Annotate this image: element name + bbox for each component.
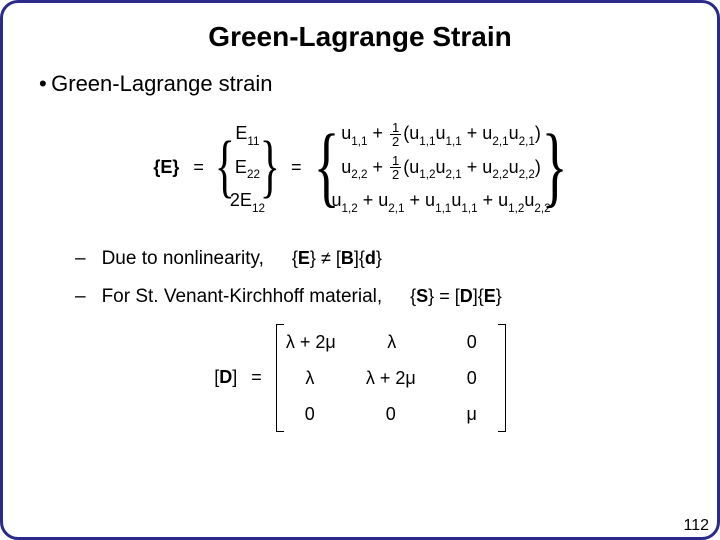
lhs-row: E11 (235, 117, 259, 151)
sub-bullet-venant-kirchhoff: – For St. Venant-Kirchhoff material, {S}… (33, 286, 687, 308)
d-matrix-equation: [D] = λ + 2μ λ 0 λ λ + 2μ 0 0 0 μ (33, 324, 687, 432)
lhs-row: E22 (235, 151, 260, 185)
page-number: 112 (683, 517, 709, 535)
bullet-main: • Green-Lagrange strain (33, 71, 687, 97)
brace-right-icon: } (542, 117, 568, 218)
strain-definition-equation: {E} = { E11 E22 2E12 } = { u1,1 + 12(u1,… (33, 117, 687, 218)
lhs-column-vector: { E11 E22 2E12 } (218, 117, 277, 218)
rhs-row: u2,2 + 12(u1,2u2,1 + u2,2u2,2) (341, 151, 541, 185)
matrix-row: 0 0 μ (286, 396, 496, 432)
matrix-row: λ λ + 2μ 0 (286, 360, 496, 396)
slide-frame: Green-Lagrange Strain • Green-Lagrange s… (0, 0, 720, 540)
brace-right-icon: } (260, 117, 280, 218)
rhs-row: u1,1 + 12(u1,1u1,1 + u2,1u2,1) (341, 117, 541, 151)
sub-bullet-text: Due to nonlinearity, (102, 248, 264, 270)
brace-left-icon: { (215, 117, 235, 218)
sub-bullet-nonlinearity: – Due to nonlinearity, {E} ≠ [B]{d} (33, 248, 687, 270)
d-matrix: λ + 2μ λ 0 λ λ + 2μ 0 0 0 μ (276, 324, 506, 432)
equals-2: = (277, 157, 316, 178)
expr-E-neq-Bd: {E} ≠ [B]{d} (292, 248, 382, 269)
bracket-left-icon (276, 324, 284, 432)
rhs-column-vector: { u1,1 + 12(u1,1u1,1 + u2,1u2,1) u2,2 + … (315, 117, 566, 218)
bracket-right-icon (498, 324, 506, 432)
lhs-E-symbol: {E} (153, 157, 179, 178)
d-matrix-label: [D] (214, 367, 237, 388)
matrix-row: λ + 2μ λ 0 (286, 324, 496, 360)
sub-bullet-text: For St. Venant-Kirchhoff material, (102, 286, 383, 308)
bullet-main-text: Green-Lagrange strain (51, 71, 272, 96)
slide-title: Green-Lagrange Strain (33, 21, 687, 53)
expr-S-eq-DE: {S} = [D]{E} (410, 286, 502, 307)
equals-1: = (179, 157, 218, 178)
brace-left-icon: { (314, 117, 340, 218)
rhs-row: u1,2 + u2,1 + u1,1u1,1 + u1,2u2,2 (331, 184, 550, 218)
equals-3: = (237, 367, 276, 388)
